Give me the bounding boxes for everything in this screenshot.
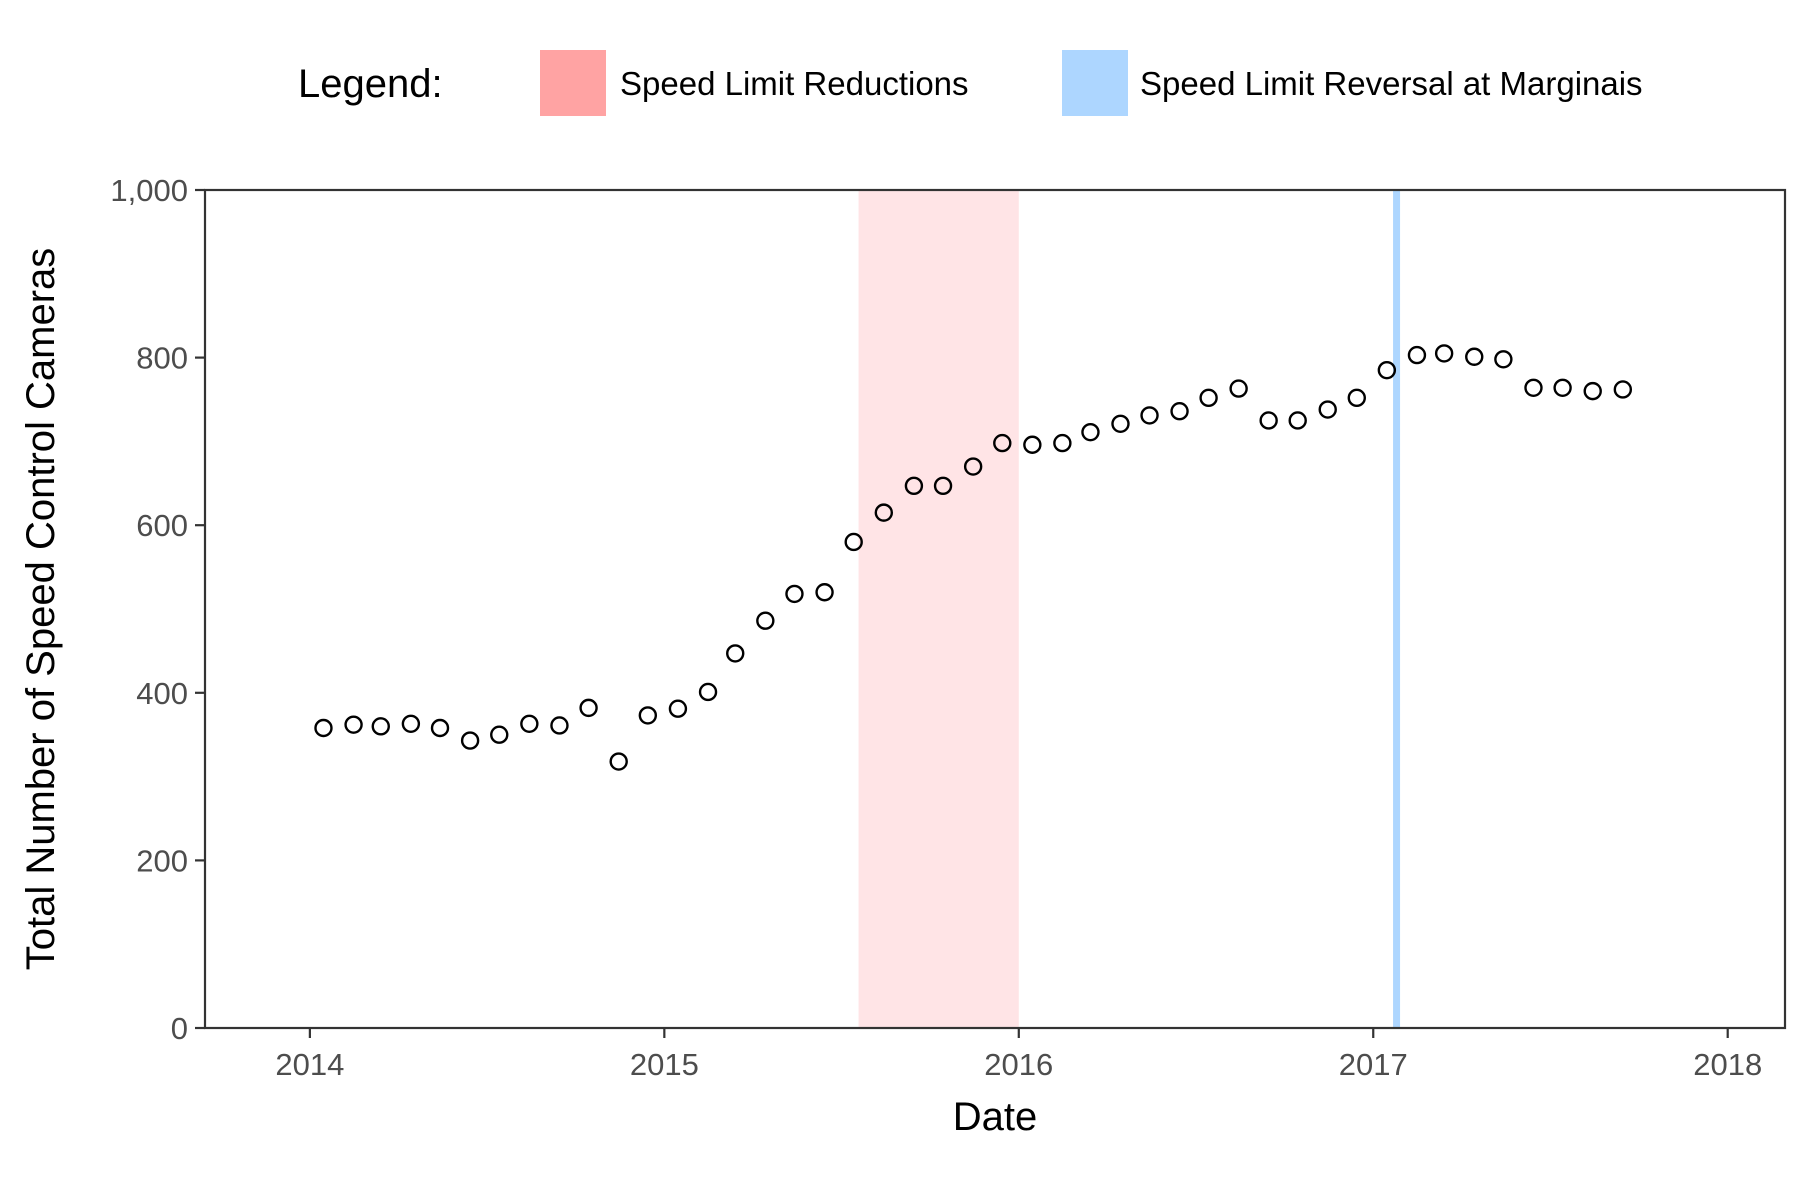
data-point xyxy=(963,457,983,476)
data-point xyxy=(520,714,539,734)
data-point xyxy=(1613,380,1633,399)
data-point xyxy=(1199,388,1218,408)
legend-title: Legend: xyxy=(298,62,443,106)
y-tick-label: 600 xyxy=(136,508,188,543)
data-point xyxy=(1553,378,1572,397)
x-tick-label: 2018 xyxy=(1693,1047,1762,1082)
data-point xyxy=(1023,435,1042,454)
legend: Legend: Speed Limit Reductions Speed Lim… xyxy=(298,50,1643,116)
data-point xyxy=(756,611,775,630)
data-point xyxy=(933,476,953,496)
data-point xyxy=(1434,344,1454,363)
data-point xyxy=(1583,381,1602,401)
data-point xyxy=(1494,350,1513,369)
data-point xyxy=(460,731,480,750)
data-point xyxy=(668,699,688,718)
data-point xyxy=(1111,414,1130,434)
data-point xyxy=(430,718,450,738)
data-point xyxy=(1407,345,1427,365)
data-point xyxy=(1053,433,1072,453)
highlight-regions xyxy=(858,190,1401,1028)
x-tick-label: 2014 xyxy=(275,1047,344,1082)
plot-panel-border xyxy=(203,188,1787,1030)
y-tick-label: 400 xyxy=(136,676,188,711)
data-point xyxy=(874,503,894,522)
y-tick-label: 1,000 xyxy=(110,173,188,208)
plot-area: 2014 2015 2016 2017 2018 0 200 400 600 800 1,000 xyxy=(110,173,1787,1082)
data-point xyxy=(1377,360,1397,380)
data-point xyxy=(344,715,363,734)
data-point xyxy=(371,717,390,736)
data-point xyxy=(1465,347,1484,366)
y-tick-label: 800 xyxy=(136,341,188,376)
data-point xyxy=(785,584,804,604)
x-tick-label: 2017 xyxy=(1339,1047,1408,1082)
legend-swatch-speed-limit-reductions xyxy=(540,50,606,116)
data-point xyxy=(490,725,509,744)
data-points xyxy=(314,344,1633,771)
y-axis-title: Total Number of Speed Control Cameras xyxy=(19,248,63,971)
x-tick-label: 2015 xyxy=(630,1047,699,1082)
data-point xyxy=(698,682,718,702)
x-axis-title: Date xyxy=(953,1095,1038,1139)
data-point xyxy=(1347,388,1366,408)
y-axis: 0 200 400 600 800 1,000 xyxy=(110,173,205,1046)
data-point xyxy=(579,698,598,718)
legend-label-speed-limit-reversal: Speed Limit Reversal at Marginais xyxy=(1140,65,1643,102)
data-point xyxy=(1288,411,1307,430)
data-point xyxy=(1140,406,1159,425)
data-point xyxy=(1229,379,1248,398)
data-point xyxy=(1318,400,1337,419)
data-point xyxy=(815,583,834,602)
x-axis: 2014 2015 2016 2017 2018 xyxy=(275,1028,1762,1082)
data-point xyxy=(993,433,1012,453)
data-point xyxy=(314,718,333,738)
data-point xyxy=(1170,402,1189,421)
data-point xyxy=(726,644,745,663)
data-point xyxy=(638,706,658,725)
region-speed-limit-reductions xyxy=(858,190,1019,1028)
data-point xyxy=(401,714,421,734)
region-speed-limit-reversal xyxy=(1393,190,1401,1028)
data-point xyxy=(609,752,628,771)
data-point xyxy=(1524,378,1543,397)
y-tick-label: 200 xyxy=(136,843,188,878)
x-tick-label: 2016 xyxy=(984,1047,1053,1082)
data-point xyxy=(1259,411,1278,430)
data-point xyxy=(844,532,863,552)
legend-swatch-speed-limit-reversal xyxy=(1062,50,1128,116)
legend-label-speed-limit-reductions: Speed Limit Reductions xyxy=(620,65,969,102)
data-point xyxy=(1081,422,1100,442)
y-tick-label: 0 xyxy=(171,1011,188,1046)
data-point xyxy=(550,716,569,735)
data-point xyxy=(904,476,924,496)
